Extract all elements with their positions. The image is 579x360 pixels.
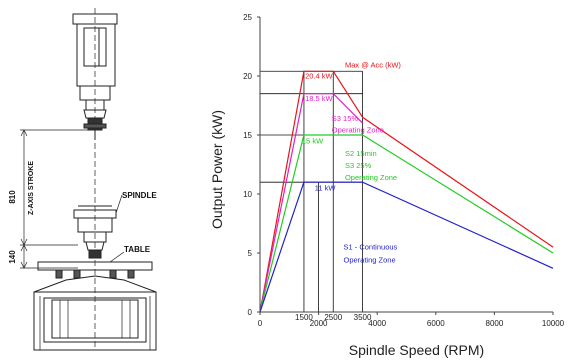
y-tick-label: 15: [243, 131, 252, 140]
chart-annotation: Max @ Acc (kW): [345, 61, 401, 70]
series-line-4: [259, 181, 554, 313]
x-extra-tick-label: 1500: [295, 313, 313, 322]
chart-annotation: 15 kW: [302, 136, 324, 145]
power-chart: 0 5 10 15 20 25 0 2000 4000 6000 8000 10000 1500 2500…: [209, 13, 565, 358]
table-label: TABLE: [124, 245, 151, 254]
lower-value-label: 140: [8, 250, 17, 264]
axes: 0 5 10 15 20 25 0 2000 4000 6000 8000 10000 1500 2500…: [209, 13, 565, 358]
x-tick-label: 2000: [310, 319, 328, 328]
y-tick-label: 5: [248, 249, 253, 258]
x-axis-title: Spindle Speed (RPM): [349, 342, 484, 358]
y-axis-title: Output Power (kW): [209, 110, 225, 229]
x-extra-tick-label: 2500: [324, 313, 342, 322]
x-tick-label: 0: [258, 319, 263, 328]
chart-annotation: S1 - Continuous: [344, 242, 398, 251]
x-tick-label: 6000: [427, 319, 445, 328]
spindle-label: SPINDLE: [122, 191, 157, 200]
chart-annotation: S3 15%: [332, 114, 359, 123]
x-tick-label: 4000: [368, 319, 386, 328]
annotations: Max @ Acc (kW) 20.4 kW 18.5 kW S3 15% Operat…: [302, 61, 402, 265]
chart-annotation: 11 kW: [315, 183, 337, 192]
chart-annotation: Operating Zone: [344, 255, 396, 264]
series-line-3: [259, 134, 554, 313]
chart-annotation: Operating Zone: [345, 173, 397, 182]
x-tick-label: 8000: [486, 319, 504, 328]
chart-annotation: S2 15min: [345, 149, 377, 158]
x-extra-tick-label: 3500: [354, 313, 372, 322]
stroke-label: Z-AXIS STROKE: [28, 161, 35, 215]
y-tick-label: 0: [248, 308, 253, 317]
y-tick-label: 20: [243, 72, 252, 81]
series-line-2: [259, 93, 364, 313]
chart-annotation: 18.5 kW: [305, 94, 333, 103]
series-layer: [259, 70, 554, 313]
chart-annotation: Operating Zone: [332, 126, 384, 135]
spindle-schematic-drawing: [20, 8, 157, 351]
chart-annotation: 20.4 kW: [305, 71, 333, 80]
stroke-value-label: 810: [8, 190, 17, 204]
y-tick-label: 25: [243, 13, 252, 22]
chart-annotation: S3 25%: [345, 161, 372, 170]
series-line-1: [259, 70, 554, 313]
x-tick-label: 10000: [542, 319, 565, 328]
y-tick-label: 10: [243, 190, 252, 199]
